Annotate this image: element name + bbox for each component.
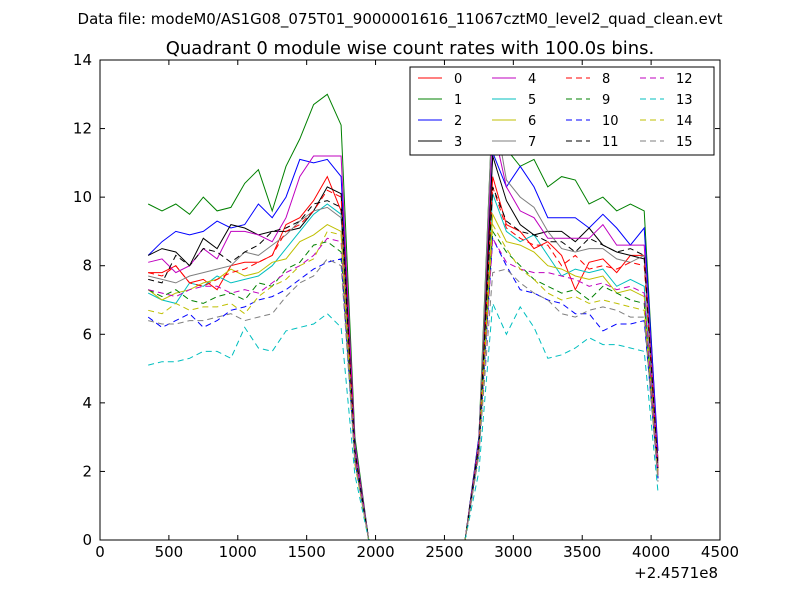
legend-label-15: 15	[676, 135, 693, 150]
series-line-9	[147, 229, 659, 541]
legend-label-13: 13	[676, 93, 693, 108]
series-line-15	[148, 258, 659, 541]
series-line-10	[147, 236, 659, 541]
ticks-layer: 0 500 1000 1500 2000 2500 3000 3500 4000 4500 0 2 4 6…	[73, 51, 739, 561]
series-line-5	[147, 193, 659, 541]
legend-label-2: 2	[454, 114, 462, 129]
series-line-6	[147, 212, 659, 541]
y-tick-label: 2	[82, 462, 92, 480]
x-tick-label: 2500	[425, 543, 463, 561]
x-tick-label: 1500	[288, 543, 326, 561]
legend-label-7: 7	[528, 135, 536, 150]
series-line-2	[147, 152, 659, 541]
series-line-4	[148, 124, 659, 541]
x-tick-label: 1000	[219, 543, 257, 561]
series-line-14	[148, 222, 659, 541]
legend-label-5: 5	[528, 93, 536, 108]
series-line-12	[148, 236, 659, 541]
legend-label-6: 6	[528, 114, 536, 129]
x-tick-label: 4000	[632, 543, 670, 561]
x-tick-label: 3000	[494, 543, 532, 561]
y-tick-label: 8	[82, 257, 92, 275]
series-line-13	[148, 303, 659, 541]
y-tick-label: 14	[73, 51, 92, 69]
y-tick-label: 12	[73, 120, 92, 138]
series-line-8	[148, 186, 659, 541]
legend-label-10: 10	[602, 114, 619, 129]
series-line-0	[148, 175, 659, 541]
legend-label-12: 12	[676, 72, 693, 87]
x-offset-label: +2.4571e8	[634, 564, 718, 582]
x-tick-label: 500	[155, 543, 184, 561]
series-line-3	[147, 155, 659, 541]
series-line-11	[148, 186, 659, 541]
series-layer	[147, 93, 659, 541]
chart-title: Quadrant 0 module wise count rates with …	[166, 38, 655, 59]
series-line-7	[148, 101, 659, 541]
legend-label-4: 4	[528, 72, 536, 87]
legend-label-0: 0	[454, 72, 462, 87]
legend-label-11: 11	[602, 135, 619, 150]
x-tick-label: 0	[95, 543, 105, 561]
y-tick-label: 10	[73, 188, 92, 206]
chart-suptitle: Data file: modeM0/AS1G08_075T01_90000016…	[78, 10, 723, 29]
legend-label-3: 3	[454, 135, 462, 150]
y-tick-label: 6	[82, 325, 92, 343]
plot-frame	[99, 59, 721, 541]
y-tick-label: 4	[82, 394, 92, 412]
y-tick-label: 0	[82, 531, 92, 549]
legend-label-1: 1	[454, 93, 462, 108]
legend-box	[409, 66, 715, 156]
legend-label-8: 8	[602, 72, 610, 87]
series-line-1	[147, 93, 659, 541]
x-tick-label: 3500	[563, 543, 601, 561]
x-tick-label: 4500	[701, 543, 739, 561]
x-tick-label: 2000	[356, 543, 394, 561]
legend-label-14: 14	[676, 114, 693, 129]
legend-label-9: 9	[602, 93, 610, 108]
